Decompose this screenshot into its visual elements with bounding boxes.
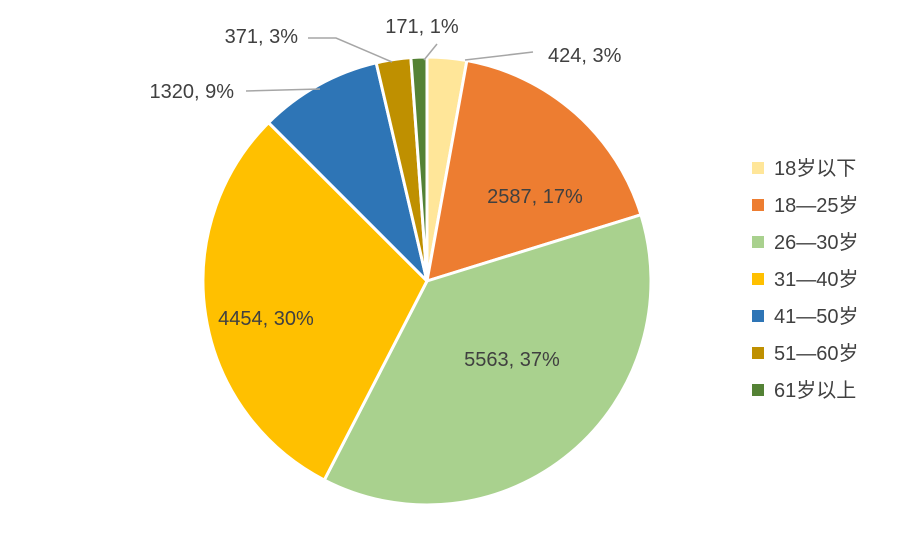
leader-line-5 [245, 88, 321, 92]
legend-label-3: 26—30岁 [774, 231, 859, 254]
data-label-2: 2587, 17% [487, 186, 583, 208]
legend-swatch-6 [752, 347, 764, 359]
leader-line-1 [464, 51, 534, 61]
legend-swatch-3 [752, 236, 764, 248]
legend-swatch-4 [752, 273, 764, 285]
pie-slice-2 [425, 59, 643, 283]
legend-swatch-5 [752, 310, 764, 322]
legend-label-5: 41—50岁 [774, 305, 859, 328]
legend-label-6: 51—60岁 [774, 342, 859, 365]
data-label-7: 171, 1% [385, 16, 459, 38]
leader-line-6 [308, 37, 393, 63]
data-label-6: 371, 3% [225, 26, 299, 48]
pie-slices [201, 55, 653, 507]
legend-label-2: 18—25岁 [774, 194, 859, 217]
data-label-4: 4454, 30% [218, 308, 314, 330]
legend-label-7: 61岁以上 [774, 379, 856, 402]
legend-swatch-1 [752, 162, 764, 174]
data-label-1: 424, 3% [548, 45, 622, 67]
pie-slice-3 [322, 213, 653, 507]
data-label-3: 5563, 37% [464, 349, 560, 371]
legend: 18岁以下 18—25岁 26—30岁 31—40岁 41—50岁 51—60岁 61岁以上 [752, 157, 859, 402]
pie-slice-4 [201, 121, 429, 482]
legend-label-4: 31—40岁 [774, 268, 859, 291]
legend-swatch-2 [752, 199, 764, 211]
legend-swatch-7 [752, 384, 764, 396]
leader-lines [245, 37, 534, 92]
data-labels: 424, 3% 2587, 17% 5563, 37% 4454, 30% 1320, … [149, 16, 621, 371]
leader-line-7 [423, 43, 438, 61]
legend-label-1: 18岁以下 [774, 157, 856, 180]
data-label-5: 1320, 9% [149, 81, 234, 103]
